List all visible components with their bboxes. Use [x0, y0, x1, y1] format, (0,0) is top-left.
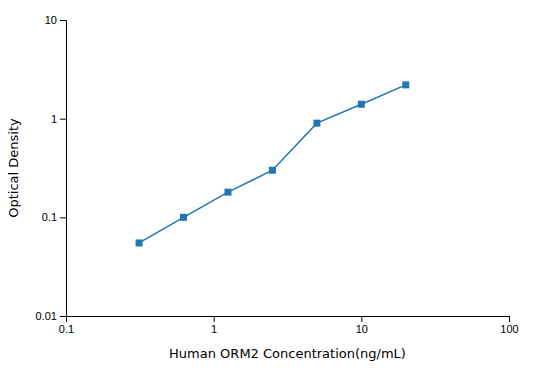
tick-mark — [361, 316, 362, 322]
tick-label: 0.1 — [59, 323, 74, 335]
marker — [136, 239, 143, 246]
tick-mark — [60, 316, 66, 317]
series — [136, 81, 410, 246]
tick: 1 — [211, 316, 217, 335]
chart: 0.11101000.010.1110Human ORM2 Concentrat… — [0, 0, 533, 372]
axis-line — [67, 317, 510, 323]
tick: 0.1 — [59, 316, 74, 335]
tick-label: 10 — [356, 323, 368, 335]
marker — [269, 167, 276, 174]
marker — [402, 81, 409, 88]
tick-label: 1 — [51, 113, 57, 125]
tick: 100 — [500, 316, 518, 335]
x-axis: 0.1 1 10 100 — [59, 316, 519, 335]
tick-label: 0.1 — [42, 211, 57, 223]
plot: 0.11101000.010.1110 — [36, 14, 519, 335]
tick-label: 1 — [211, 323, 217, 335]
tick-mark — [60, 119, 66, 120]
marker — [313, 120, 320, 127]
tick-mark — [509, 316, 510, 322]
line — [139, 85, 406, 243]
marker — [358, 101, 365, 108]
tick-label: 100 — [500, 323, 518, 335]
tick-mark — [214, 316, 215, 322]
tick-mark — [60, 20, 66, 21]
tick-mark — [60, 217, 66, 218]
tick-label: 10 — [45, 14, 57, 26]
tick: 10 — [356, 316, 368, 335]
tick: 0.1 — [42, 211, 66, 223]
x-axis-title: Human ORM2 Concentration(ng/mL) — [169, 346, 406, 361]
tick-label: 0.01 — [36, 310, 57, 322]
y-axis: 0.01 0.1 1 10 — [36, 14, 67, 322]
tick: 10 — [45, 14, 66, 26]
tick: 0.01 — [36, 310, 66, 322]
y-axis-title: Optical Density — [6, 118, 21, 218]
marker — [180, 214, 187, 221]
marker — [224, 189, 231, 196]
axis-line — [60, 21, 67, 317]
tick: 1 — [51, 113, 66, 125]
